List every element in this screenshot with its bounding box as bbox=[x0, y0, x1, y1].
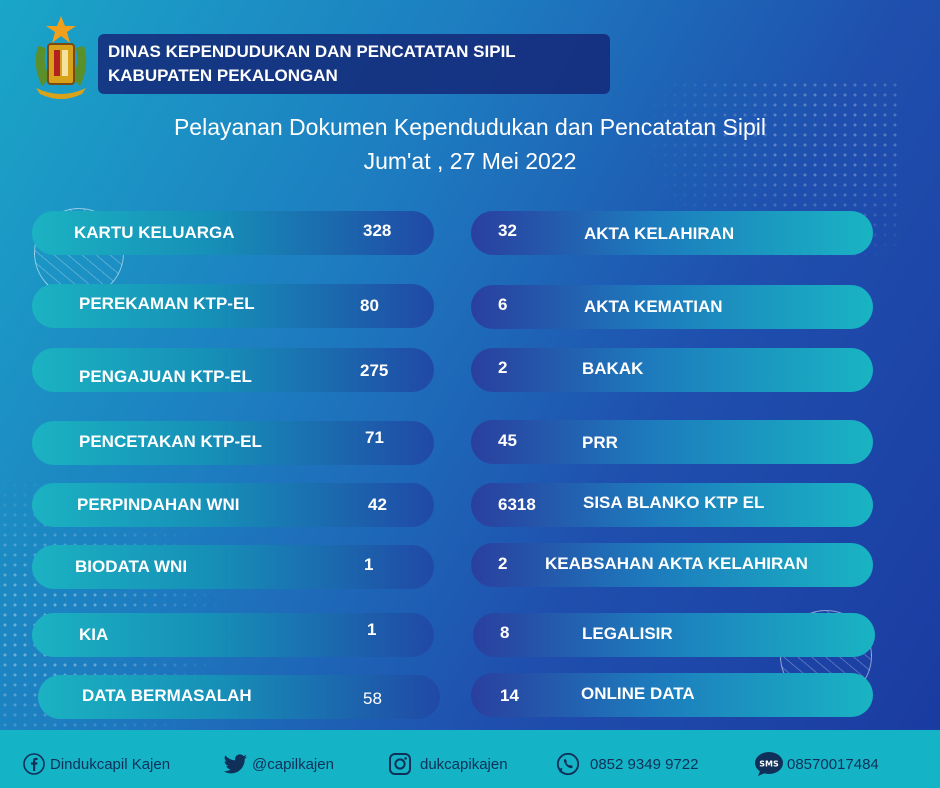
agency-header: DINAS KEPENDUDUKAN DAN PENCATATAN SIPIL … bbox=[98, 34, 610, 94]
stat-row-akta-kematian bbox=[471, 285, 873, 329]
stat-label: AKTA KEMATIAN bbox=[584, 297, 723, 316]
social-footer: Dindukcapil Kajen @capilkajen dukcapikaj… bbox=[0, 730, 940, 788]
stat-row-perekaman bbox=[32, 284, 434, 328]
stat-row-data-bermasalah bbox=[38, 675, 440, 719]
stat-label: BIODATA WNI bbox=[75, 557, 188, 576]
sms-badge-text: SMS bbox=[759, 760, 779, 769]
stat-value: 80 bbox=[360, 296, 379, 315]
stat-label: KEABSAHAN AKTA KELAHIRAN bbox=[545, 554, 808, 573]
twitter-handle: @capilkajen bbox=[252, 755, 334, 773]
whatsapp-contact[interactable]: 0852 9349 9722 bbox=[556, 752, 698, 776]
stat-row-kia bbox=[32, 613, 434, 657]
stat-value: 6 bbox=[498, 295, 508, 314]
stat-label: PERPINDAHAN WNI bbox=[77, 495, 240, 514]
stat-label: BAKAK bbox=[582, 359, 644, 378]
twitter-icon bbox=[224, 752, 248, 776]
sms-number: 08570017484 bbox=[787, 755, 879, 773]
stat-label: AKTA KELAHIRAN bbox=[584, 224, 735, 243]
stat-value: 32 bbox=[498, 221, 517, 240]
instagram-icon bbox=[388, 752, 412, 776]
stat-value: 71 bbox=[365, 428, 384, 447]
stat-value: 1 bbox=[367, 620, 377, 639]
stat-row-akta-kelahiran bbox=[471, 211, 873, 255]
stat-value: 2 bbox=[498, 358, 508, 377]
stat-label: KARTU KELUARGA bbox=[74, 223, 235, 242]
stat-value: 6318 bbox=[498, 495, 536, 514]
stat-label: PENCETAKAN KTP-EL bbox=[79, 432, 262, 451]
stat-row-biodata bbox=[32, 545, 434, 589]
stat-row-kartu-keluarga bbox=[32, 211, 434, 255]
instagram-contact[interactable]: dukcapikajen bbox=[388, 752, 508, 776]
stat-row-bakak bbox=[471, 348, 873, 392]
stat-row-legalisir bbox=[473, 613, 875, 657]
stat-row-pengajuan bbox=[32, 348, 434, 392]
sms-contact[interactable]: SMS 08570017484 bbox=[754, 752, 879, 776]
page-date: Jum'at , 27 Mei 2022 bbox=[363, 148, 577, 174]
stat-value: 42 bbox=[368, 495, 387, 514]
stat-label: KIA bbox=[79, 625, 109, 644]
stat-value: 58 bbox=[363, 689, 382, 708]
page-title: Pelayanan Dokumen Kependudukan dan Penca… bbox=[173, 114, 767, 140]
stat-row-keabsahan bbox=[471, 543, 873, 587]
sms-icon: SMS bbox=[754, 752, 784, 776]
facebook-icon bbox=[22, 752, 46, 776]
stat-label: ONLINE DATA bbox=[581, 684, 695, 703]
stat-value: 275 bbox=[360, 361, 389, 380]
facebook-contact[interactable]: Dindukcapil Kajen bbox=[22, 752, 170, 776]
twitter-contact[interactable]: @capilkajen bbox=[224, 752, 334, 776]
stat-value: 328 bbox=[363, 221, 392, 240]
stat-label: PENGAJUAN KTP-EL bbox=[79, 367, 252, 386]
stat-value: 14 bbox=[500, 686, 519, 705]
stat-label: PRR bbox=[582, 433, 618, 452]
agency-name: DINAS KEPENDUDUKAN DAN PENCATATAN SIPIL bbox=[108, 42, 516, 61]
instagram-handle: dukcapikajen bbox=[420, 755, 508, 773]
pekalongan-emblem-logo bbox=[35, 16, 87, 99]
stat-row-pencetakan bbox=[32, 421, 434, 465]
stat-value: 1 bbox=[364, 555, 374, 574]
stat-label: PEREKAMAN KTP-EL bbox=[79, 294, 255, 313]
stat-row-perpindahan bbox=[32, 483, 434, 527]
stat-label: DATA BERMASALAH bbox=[82, 686, 252, 705]
regency-name: KABUPATEN PEKALONGAN bbox=[108, 66, 338, 85]
facebook-handle: Dindukcapil Kajen bbox=[50, 755, 171, 773]
stat-label: SISA BLANKO KTP EL bbox=[583, 493, 765, 512]
whatsapp-icon bbox=[556, 752, 580, 776]
stat-row-prr bbox=[471, 420, 873, 464]
stat-value: 2 bbox=[498, 554, 508, 573]
whatsapp-number: 0852 9349 9722 bbox=[590, 755, 699, 773]
stat-label: LEGALISIR bbox=[582, 624, 673, 643]
stat-value: 45 bbox=[498, 431, 517, 450]
stat-row-sisa-blanko bbox=[471, 483, 873, 527]
stat-row-online-data bbox=[471, 673, 873, 717]
stat-value: 8 bbox=[500, 623, 510, 642]
